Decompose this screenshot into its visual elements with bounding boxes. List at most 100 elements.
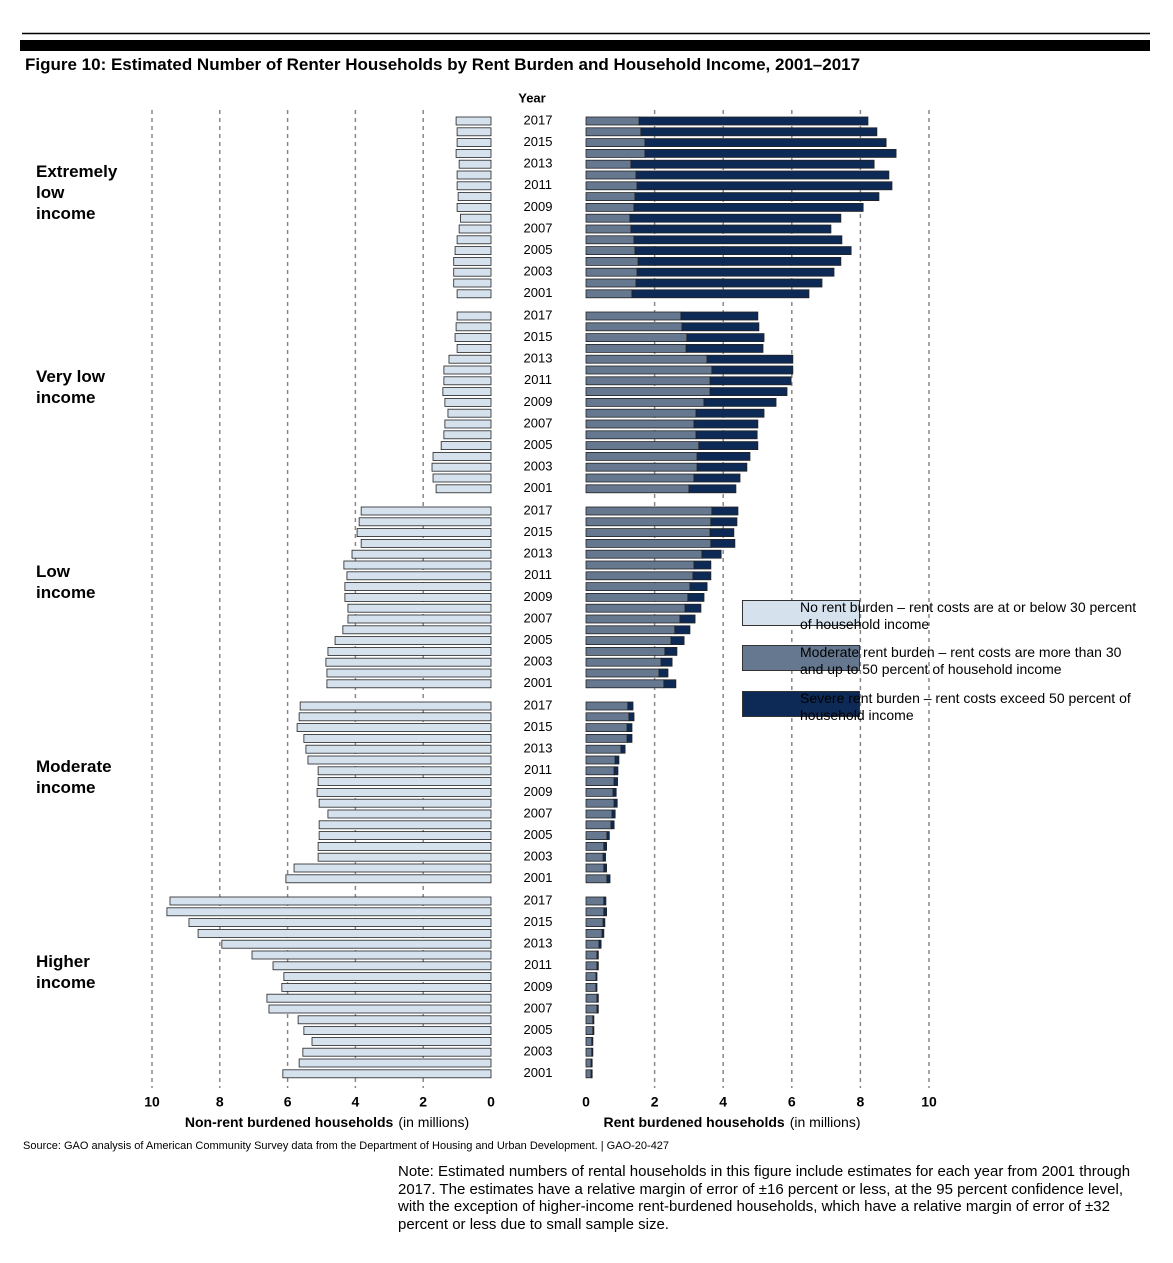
year-label: 2013 (524, 741, 553, 756)
bar (585, 256, 639, 266)
bar (592, 1026, 595, 1035)
bar (458, 224, 492, 234)
bar (342, 625, 492, 635)
bar (613, 766, 619, 776)
bar (626, 734, 633, 743)
group-label: Moderate income (36, 757, 112, 798)
year-label: 2013 (524, 351, 553, 366)
bar (169, 896, 492, 906)
bar (701, 549, 722, 559)
bar (585, 343, 687, 353)
bar (585, 528, 711, 537)
bar (456, 138, 492, 148)
bar (585, 451, 698, 461)
bar (432, 451, 492, 461)
bar (585, 462, 698, 472)
bar (585, 484, 690, 494)
legend-label: Moderate rent burden – rent costs are mo… (800, 644, 1122, 677)
bar (693, 419, 759, 429)
bar (251, 950, 492, 960)
bar (585, 809, 613, 819)
bar (585, 397, 705, 407)
year-label: 2009 (524, 199, 553, 214)
year-label: 2001 (524, 480, 553, 495)
bar (660, 657, 673, 667)
x-tick-label: 6 (284, 1094, 292, 1110)
bar (443, 430, 492, 440)
bar (692, 571, 712, 581)
bar (627, 701, 634, 711)
group-label: Very low income (36, 367, 105, 408)
bar (281, 983, 492, 992)
year-label: 2005 (524, 827, 553, 842)
bar (585, 896, 605, 906)
bar (456, 127, 492, 137)
bar (664, 647, 678, 656)
year-label: 2017 (524, 697, 553, 712)
legend-swatch (742, 691, 860, 717)
bar (585, 1037, 593, 1046)
bar (644, 148, 897, 158)
bar (585, 874, 608, 884)
bar (693, 560, 712, 570)
bar (592, 1015, 595, 1025)
bar (456, 181, 492, 191)
bar (590, 1058, 593, 1068)
bar (453, 278, 492, 288)
bar (440, 441, 492, 451)
bar (585, 148, 646, 158)
bar (633, 202, 864, 212)
bar (327, 809, 492, 819)
bar (358, 517, 492, 527)
bar (585, 430, 697, 440)
bar (585, 918, 604, 927)
bar (305, 744, 492, 754)
year-label: 2003 (524, 849, 553, 864)
bar (585, 235, 635, 245)
bar (360, 506, 492, 516)
bar (318, 798, 492, 808)
bar (585, 983, 597, 992)
bar (628, 712, 635, 722)
year-label: 2003 (524, 1044, 553, 1059)
bar (456, 202, 492, 212)
bar (585, 625, 676, 635)
bar (684, 603, 702, 613)
bar (596, 950, 599, 960)
bar (709, 376, 792, 386)
bar (703, 397, 777, 407)
bar (444, 397, 492, 407)
bar (585, 1026, 594, 1035)
year-label: 2001 (524, 285, 553, 300)
bar (457, 192, 492, 202)
bar (585, 1047, 593, 1057)
bar (644, 138, 887, 148)
x-tick-label: 10 (921, 1094, 937, 1110)
bar (688, 484, 737, 494)
year-label: 2001 (524, 1065, 553, 1080)
bar (444, 419, 492, 429)
year-label: 2003 (524, 654, 553, 669)
bar (709, 387, 788, 397)
bar (283, 972, 492, 981)
bar (360, 539, 492, 548)
bar (298, 1058, 492, 1068)
bar (585, 820, 612, 830)
bar (585, 517, 712, 527)
bar (585, 603, 686, 613)
bar (302, 1047, 492, 1057)
year-label: 2001 (524, 675, 553, 690)
bar (640, 127, 878, 137)
x-axis-label: Non-rent burdened households (in millions… (185, 1114, 469, 1130)
bar (585, 842, 605, 851)
bar (598, 939, 602, 949)
bar (585, 798, 615, 808)
bar (633, 235, 843, 245)
bar (693, 473, 741, 483)
bar (689, 582, 708, 591)
bar (456, 289, 492, 299)
bar (603, 896, 607, 906)
bar (602, 852, 606, 862)
bar (585, 712, 630, 722)
